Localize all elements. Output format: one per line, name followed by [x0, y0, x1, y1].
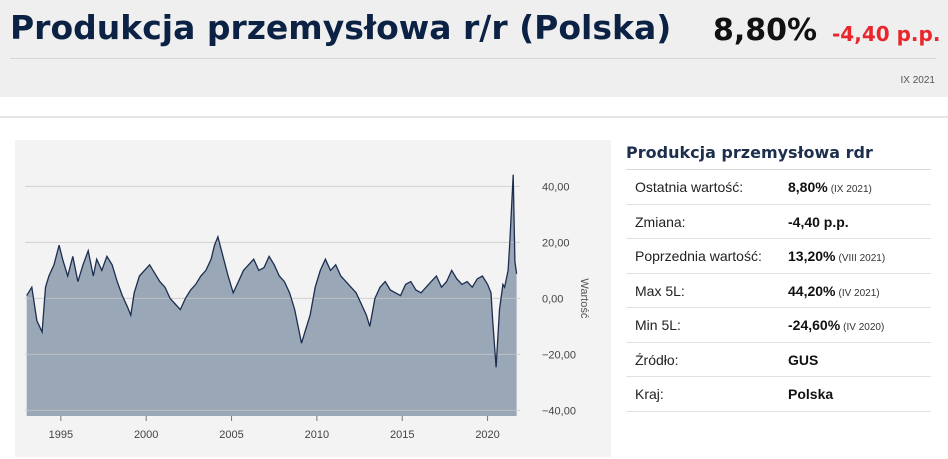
info-title: Produkcja przemysłowa rdr	[626, 143, 873, 162]
chart-area: 40,00 20,00 0,00 −20,00 −40,00 1995 2000 2005 20…	[15, 140, 611, 457]
x-tick-label: 2015	[390, 429, 414, 441]
info-row-value: GUS	[788, 352, 818, 368]
info-row-note: (IV 2021)	[838, 287, 880, 299]
header-divider	[10, 58, 936, 59]
info-row-label: Poprzednia wartość:	[635, 248, 762, 264]
series-line	[26, 174, 518, 368]
y-axis-label: Wartość	[578, 278, 590, 318]
info-row-value: 13,20% (VIII 2021)	[788, 248, 885, 264]
change-value: -4,40 p.p.	[832, 22, 941, 46]
info-title-divider	[626, 169, 931, 170]
info-row: Źródło: GUS	[626, 343, 931, 377]
info-row-label: Max 5L:	[635, 282, 685, 299]
info-row-value: -4,40 p.p.	[788, 214, 849, 230]
info-row-note: (IX 2021)	[830, 184, 872, 195]
y-tick-label: −20,00	[542, 349, 576, 361]
y-tick-label: 40,00	[542, 181, 570, 193]
chart-svg: 40,00 20,00 0,00 −20,00 −40,00 1995 2000 2005 20…	[25, 174, 590, 441]
info-row-label: Zmiana:	[635, 213, 686, 230]
info-row-value-text: Polska	[788, 386, 834, 402]
info-row-value-text: -24,60%	[788, 317, 841, 333]
info-row-value-text: 13,20%	[788, 248, 836, 264]
info-table: Ostatnia wartość: 8,80% (IX 2021) Zmiana: -4…	[626, 170, 931, 412]
info-row-label: Min 5L:	[635, 317, 681, 333]
info-row-label: Źródło:	[635, 351, 679, 368]
x-tick-label: 2010	[305, 429, 329, 441]
info-row-note: (IV 2020)	[843, 322, 885, 333]
info-row-value: -24,60% (IV 2020)	[788, 317, 884, 333]
info-row-value-text: -4,40 p.p.	[788, 213, 849, 230]
page-title: Produkcja przemysłowa r/r (Polska)	[10, 8, 672, 47]
info-row-label: Kraj:	[635, 386, 664, 402]
x-tick-label: 1995	[49, 429, 73, 441]
latest-value: 8,80%	[713, 13, 818, 48]
info-row-note: (VIII 2021)	[838, 253, 886, 264]
info-row-value-text: GUS	[788, 351, 819, 368]
y-tick-label: 20,00	[542, 237, 570, 249]
series-area	[26, 174, 517, 416]
x-tick-label: 2020	[475, 429, 499, 441]
info-row: Max 5L: 44,20% (IV 2021)	[626, 274, 931, 308]
info-row: Poprzednia wartość: 13,20% (VIII 2021)	[626, 239, 931, 274]
info-row-value: Polska	[788, 386, 833, 402]
info-row-value: 8,80% (IX 2021)	[788, 179, 872, 195]
info-row: Ostatnia wartość: 8,80% (IX 2021)	[626, 170, 931, 205]
info-row-label: Ostatnia wartość:	[635, 179, 744, 195]
y-tick-label: 0,00	[542, 293, 563, 305]
info-row-value: 44,20% (IV 2021)	[788, 283, 880, 299]
period-label: IX 2021	[900, 75, 935, 86]
x-tick-label: 2000	[134, 429, 158, 441]
x-tick-label: 2005	[219, 429, 243, 441]
info-row-value-text: 44,20%	[788, 282, 836, 299]
info-row: Min 5L: -24,60% (IV 2020)	[626, 308, 931, 343]
info-row: Zmiana: -4,40 p.p.	[626, 205, 931, 239]
header-bar: Produkcja przemysłowa r/r (Polska) 8,80%…	[0, 0, 948, 97]
info-row-value-text: 8,80%	[788, 179, 828, 195]
y-tick-label: −40,00	[542, 405, 576, 417]
info-row: Kraj: Polska	[626, 377, 931, 412]
